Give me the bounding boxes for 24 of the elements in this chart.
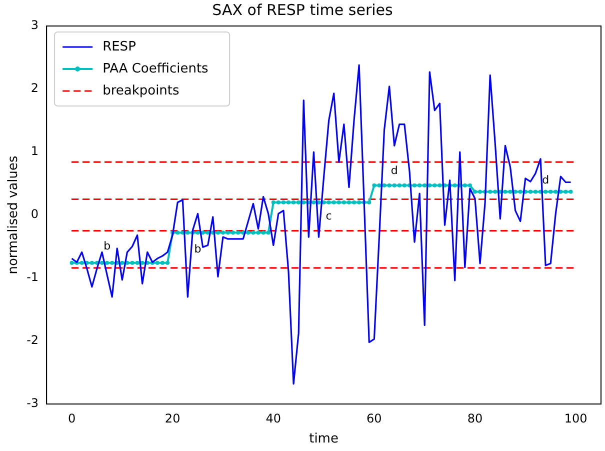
annotation: c <box>326 209 332 222</box>
x-tick-label: 40 <box>266 411 282 426</box>
y-tick-label: -3 <box>26 396 39 410</box>
y-axis-title: normalised values <box>6 155 22 274</box>
legend-label: PAA Coefficients <box>102 61 209 76</box>
annotation: d <box>542 174 550 187</box>
y-tick-label: 0 <box>30 207 39 222</box>
x-tick-label: 80 <box>467 411 483 426</box>
annotation: b <box>194 242 202 256</box>
y-tick-label: 3 <box>30 18 39 32</box>
annotation: d <box>390 164 398 178</box>
annotation: b <box>104 240 111 253</box>
chart-title: SAX of RESP time series <box>212 0 393 19</box>
legend-label: breakpoints <box>102 83 180 98</box>
y-tick-label: 1 <box>30 144 39 158</box>
y-tick-label: 2 <box>30 81 39 96</box>
y-tick-label: -2 <box>26 333 39 348</box>
x-tick-label: 0 <box>68 411 76 426</box>
x-tick-label: 60 <box>366 411 382 426</box>
x-tick-label: 100 <box>564 411 588 426</box>
y-tick-label: -1 <box>26 270 39 284</box>
x-tick-label: 20 <box>164 411 180 426</box>
x-axis-title: time <box>309 432 338 447</box>
legend-label: RESP <box>102 39 136 54</box>
